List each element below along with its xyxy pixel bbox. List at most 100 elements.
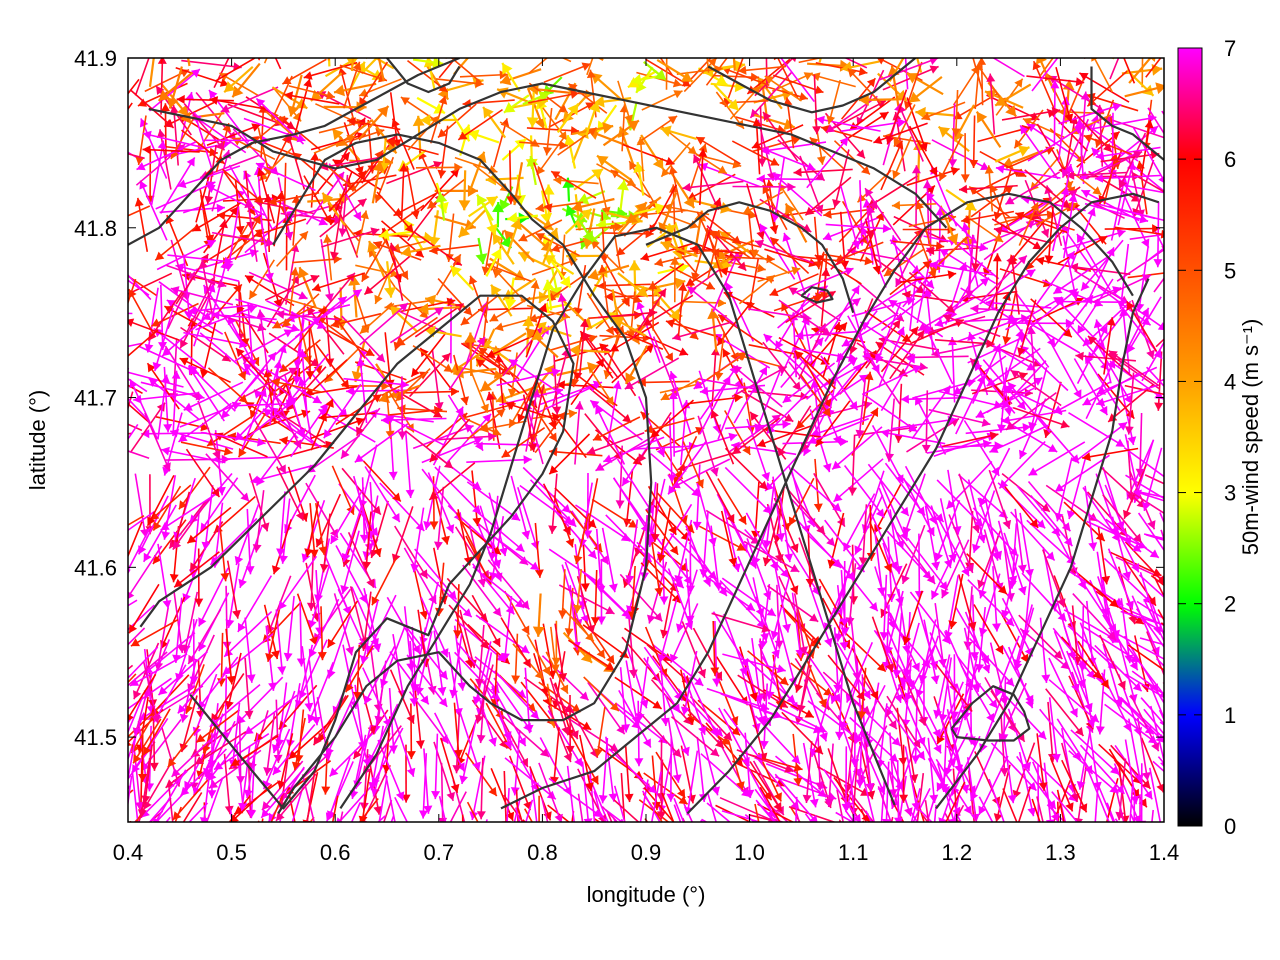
wind-vector	[1137, 512, 1164, 552]
wind-vector-head	[924, 325, 933, 335]
wind-vector-head	[734, 757, 743, 766]
wind-vector	[871, 616, 894, 673]
wind-vector	[263, 604, 279, 660]
wind-vector	[137, 197, 149, 252]
wind-vector	[155, 788, 189, 822]
wind-vector-head	[1139, 214, 1149, 224]
wind-vector	[651, 542, 661, 597]
wind-vector	[535, 232, 580, 257]
wind-vector-head	[855, 734, 863, 744]
wind-vector-head	[790, 854, 799, 862]
wind-vector	[682, 441, 704, 489]
wind-vector-head	[158, 686, 168, 695]
wind-vector-head	[134, 197, 144, 207]
wind-vector-head	[988, 699, 998, 709]
wind-vector-head	[633, 294, 642, 304]
wind-vector-head	[845, 693, 855, 703]
wind-vector	[423, 748, 430, 814]
wind-vector-head	[1019, 449, 1028, 459]
wind-vector-head	[262, 833, 270, 842]
wind-vector	[342, 174, 397, 186]
wind-vector	[1078, 725, 1092, 790]
wind-vector	[543, 63, 591, 83]
wind-vector-head	[370, 227, 380, 236]
wind-vector-head	[492, 233, 504, 245]
wind-vector	[762, 184, 788, 231]
wind-vector	[308, 660, 318, 726]
wind-vector	[743, 540, 800, 573]
wind-vector-head	[870, 690, 879, 700]
wind-vector	[1003, 554, 1019, 619]
wind-vector-head	[909, 91, 921, 103]
wind-vector	[966, 586, 973, 650]
wind-vector	[188, 364, 236, 412]
wind-vector-head	[821, 26, 833, 37]
wind-vector-head	[216, 831, 225, 840]
wind-vector	[687, 713, 731, 746]
wind-vector-head	[839, 137, 849, 147]
wind-vector-head	[256, 167, 266, 177]
wind-vector	[1049, 128, 1086, 164]
wind-vector-head	[806, 162, 816, 171]
wind-vector	[798, 58, 824, 64]
wind-vector-head	[462, 608, 472, 618]
wind-vector-head	[960, 174, 970, 183]
wind-vector	[851, 298, 916, 317]
wind-vector	[650, 679, 693, 726]
wind-vector-head	[826, 537, 835, 547]
wind-vector-head	[496, 653, 506, 662]
wind-vector	[226, 560, 239, 619]
wind-vector-head	[574, 401, 584, 410]
wind-vector	[687, 173, 736, 201]
wind-vector	[711, 612, 771, 632]
wind-vector-head	[263, 869, 272, 878]
wind-vector-head	[352, 61, 362, 71]
wind-vector	[989, 424, 1050, 453]
wind-vector	[546, 271, 589, 302]
wind-vector	[793, 168, 853, 174]
wind-vector	[1046, 185, 1063, 246]
wind-vector	[677, 569, 698, 633]
wind-vector	[338, 776, 380, 822]
wind-vector	[394, 796, 409, 822]
wind-vector-head	[918, 322, 928, 331]
wind-vector	[1056, 789, 1065, 822]
wind-vector-head	[400, 270, 408, 280]
wind-vector-head	[1018, 833, 1026, 842]
wind-vector	[681, 621, 706, 679]
wind-vector-head	[311, 716, 321, 726]
wind-vector-head	[239, 339, 248, 349]
wind-vector	[341, 174, 349, 237]
wind-vector-head	[809, 613, 819, 622]
wind-vector	[138, 684, 196, 721]
wind-vector-head	[647, 784, 657, 794]
wind-vector-head	[636, 285, 648, 297]
wind-vector	[957, 318, 1020, 343]
wind-vector	[1037, 764, 1040, 822]
wind-vector	[652, 531, 693, 585]
wind-vector	[716, 674, 738, 726]
wind-vector	[214, 58, 257, 82]
wind-vector-head	[380, 678, 389, 688]
wind-vector-head	[427, 200, 437, 209]
wind-vector-head	[373, 832, 382, 841]
wind-vector	[627, 550, 648, 615]
wind-vector	[490, 495, 499, 561]
wind-vector	[143, 504, 177, 563]
wind-vector-head	[393, 341, 402, 351]
wind-vector-head	[564, 135, 576, 147]
wind-vector-head	[485, 196, 498, 208]
wind-vector-head	[128, 318, 135, 327]
wind-vector-head	[583, 530, 593, 539]
wind-vector-head	[542, 279, 555, 291]
wind-vector	[515, 807, 521, 822]
wind-vector-head	[678, 795, 688, 805]
wind-vector	[925, 390, 929, 453]
wind-vector	[128, 432, 133, 435]
wind-vector	[142, 132, 207, 150]
wind-vector-head	[192, 223, 202, 232]
wind-vector	[519, 141, 568, 147]
wind-vector-head	[1208, 356, 1217, 364]
wind-vector-head	[904, 807, 913, 817]
wind-vector-head	[553, 175, 562, 185]
